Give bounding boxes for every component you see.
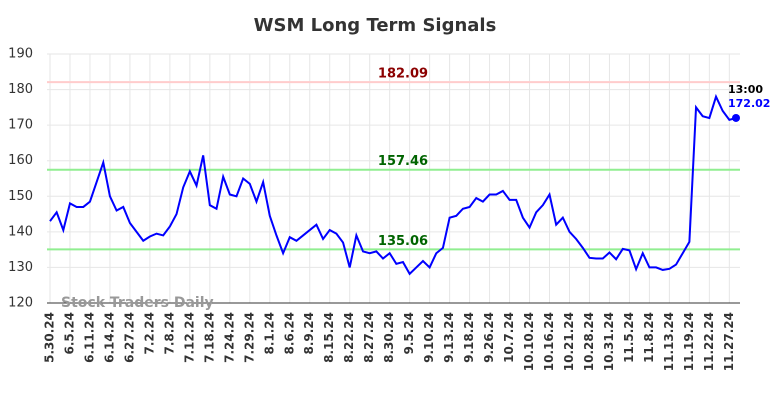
x-tick-label: 7.24.24 <box>222 312 236 363</box>
x-tick-label: 8.1.24 <box>262 312 276 355</box>
x-tick-label: 6.14.24 <box>102 312 116 363</box>
x-tick-label: 7.29.24 <box>242 312 256 363</box>
x-tick-label: 11.22.24 <box>702 312 716 371</box>
x-tick-label: 8.9.24 <box>302 312 316 355</box>
y-tick-label: 150 <box>8 189 33 204</box>
x-tick-label: 6.11.24 <box>82 312 96 363</box>
x-tick-label: 8.27.24 <box>362 312 376 363</box>
last-time: 13:00 <box>728 83 763 96</box>
x-tick-label: 7.8.24 <box>162 312 176 355</box>
x-tick-label: 11.13.24 <box>662 312 676 371</box>
x-tick-label: 9.26.24 <box>482 312 496 363</box>
x-tick-label: 9.13.24 <box>442 312 456 363</box>
x-tick-label: 11.8.24 <box>642 312 656 363</box>
x-tick-label: 7.12.24 <box>182 312 196 363</box>
x-tick-label: 11.19.24 <box>682 312 696 371</box>
x-tick-label: 8.22.24 <box>342 312 356 363</box>
signal-label: 157.46 <box>378 154 428 169</box>
last-point <box>732 113 740 122</box>
x-tick-label: 7.18.24 <box>202 312 216 363</box>
x-tick-label: 8.30.24 <box>382 312 396 363</box>
x-tick-label: 9.10.24 <box>422 312 436 363</box>
signal-label: 135.06 <box>378 234 428 249</box>
price-line <box>49 93 737 276</box>
x-tick-label: 10.21.24 <box>562 312 576 371</box>
chart-title: WSM Long Term Signals <box>254 15 497 36</box>
x-tick-label: 10.10.24 <box>522 312 536 371</box>
y-tick-label: 190 <box>8 47 33 62</box>
x-tick-label: 10.16.24 <box>542 312 556 371</box>
x-tick-label: 11.27.24 <box>722 312 736 371</box>
x-tick-label: 7.2.24 <box>142 312 156 355</box>
x-tick-label: 5.30.24 <box>43 312 57 363</box>
y-tick-label: 160 <box>8 153 33 168</box>
x-tick-label: 9.5.24 <box>402 312 416 355</box>
x-tick-label: 6.5.24 <box>62 312 76 355</box>
signal-label: 182.09 <box>378 67 428 82</box>
x-tick-label: 10.7.24 <box>502 312 516 363</box>
y-tick-label: 140 <box>8 224 33 239</box>
x-tick-label: 11.5.24 <box>622 312 636 363</box>
y-tick-label: 120 <box>8 296 33 311</box>
x-tick-label: 6.27.24 <box>122 312 136 363</box>
x-tick-label: 10.28.24 <box>582 312 596 371</box>
x-tick-label: 8.15.24 <box>322 312 336 363</box>
x-tick-label: 8.6.24 <box>282 312 296 355</box>
x-tick-label: 10.31.24 <box>602 312 616 371</box>
x-tick-label: 9.18.24 <box>462 312 476 363</box>
y-tick-label: 170 <box>8 118 33 133</box>
last-value: 172.02 <box>728 97 770 110</box>
y-tick-label: 180 <box>8 82 33 97</box>
watermark: Stock Traders Daily <box>61 295 214 311</box>
y-tick-label: 130 <box>8 260 33 275</box>
